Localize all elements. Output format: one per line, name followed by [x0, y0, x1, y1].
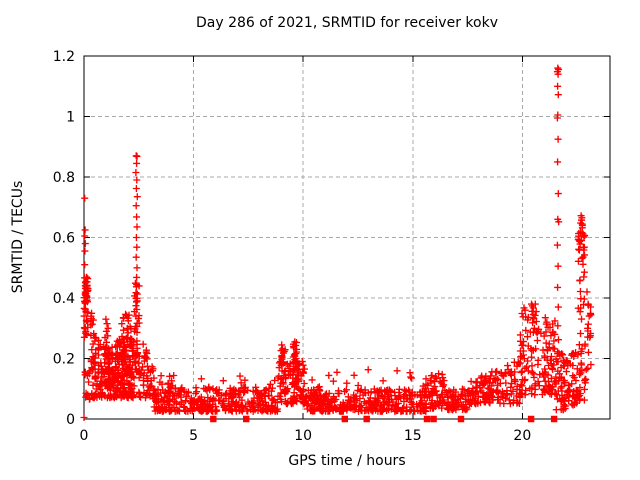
scatter-points — [80, 64, 595, 421]
gridlines — [84, 56, 610, 419]
x-tick-label: 5 — [189, 428, 198, 444]
chart-title: Day 286 of 2021, SRMTID for receiver kok… — [196, 15, 498, 31]
y-tick-label: 0.2 — [53, 352, 75, 368]
y-tick-label: 1 — [66, 110, 75, 126]
y-tick-label: 0.8 — [53, 170, 75, 186]
x-tick-label: 0 — [80, 428, 89, 444]
y-tick-label: 0 — [66, 412, 75, 428]
tick-labels: 0 5 10 15 20 0 0.2 0.4 0.6 0.8 1 1.2 — [53, 49, 532, 444]
y-tick-label: 0.6 — [53, 231, 75, 247]
x-axis-label: GPS time / hours — [288, 453, 406, 469]
x-tick-label: 15 — [404, 428, 422, 444]
x-tick-label: 20 — [513, 428, 531, 444]
x-tick-label: 10 — [294, 428, 312, 444]
zero-markers — [210, 415, 558, 423]
y-tick-label: 1.2 — [53, 49, 75, 65]
y-tick-label: 0.4 — [53, 291, 75, 307]
